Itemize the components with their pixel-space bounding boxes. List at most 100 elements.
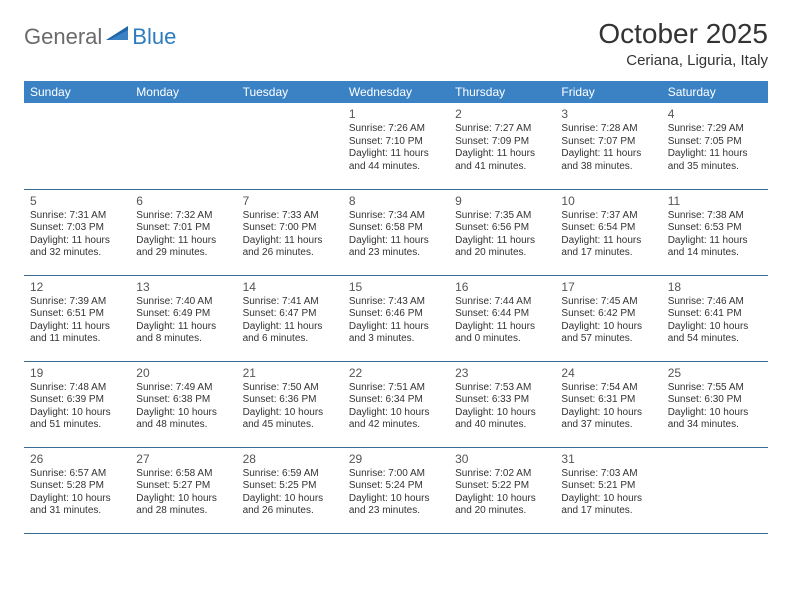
header: General Blue October 2025 Ceriana, Ligur… <box>24 18 768 69</box>
day-number: 17 <box>561 280 655 294</box>
day-cell: 10Sunrise: 7:37 AMSunset: 6:54 PMDayligh… <box>555 189 661 275</box>
day-cell <box>24 103 130 189</box>
day-cell: 27 Sunrise: 6:58 AMSunset: 5:27 PMDayligh… <box>130 447 236 533</box>
day-cell <box>130 103 236 189</box>
dayhead-mon: Monday <box>130 81 236 103</box>
day-details: Sunrise: 7:32 AMSunset: 7:01 PMDaylight:… <box>136 210 230 260</box>
day-details: Sunrise: 7:29 AMSunset: 7:05 PMDaylight:… <box>668 123 762 173</box>
dayhead-sat: Saturday <box>662 81 768 103</box>
day-details: Sunrise: 7:39 AMSunset: 6:51 PMDaylight:… <box>30 296 124 346</box>
day-number: 19 <box>30 366 124 380</box>
calendar-page: General Blue October 2025 Ceriana, Ligur… <box>0 0 792 552</box>
day-cell: 26Sunrise: 6:57 AMSunset: 5:28 PMDayligh… <box>24 447 130 533</box>
week-row: 19Sunrise: 7:48 AMSunset: 6:39 PMDayligh… <box>24 361 768 447</box>
day-number: 23 <box>455 366 549 380</box>
day-details: Sunrise: 7:33 AMSunset: 7:00 PMDaylight:… <box>243 210 337 260</box>
day-cell: 17 Sunrise: 7:45 AMSunset: 6:42 PMDayligh… <box>555 275 661 361</box>
week-row: 12Sunrise: 7:39 AMSunset: 6:51 PMDayligh… <box>24 275 768 361</box>
day-number: 22 <box>349 366 443 380</box>
day-details: Sunrise: 6:58 AMSunset: 5:27 PMDaylight:… <box>136 468 230 518</box>
day-number: 30 <box>455 452 549 466</box>
week-row: 26Sunrise: 6:57 AMSunset: 5:28 PMDayligh… <box>24 447 768 533</box>
day-cell: 25 Sunrise: 7:55 AMSunset: 6:30 PMDayligh… <box>662 361 768 447</box>
day-cell: 5Sunrise: 7:31 AMSunset: 7:03 PMDaylight… <box>24 189 130 275</box>
day-details: Sunrise: 7:02 AMSunset: 5:22 PMDaylight:… <box>455 468 549 518</box>
day-number: 24 <box>561 366 655 380</box>
day-number: 1 <box>349 107 443 121</box>
day-details: Sunrise: 7:37 AMSunset: 6:54 PMDaylight:… <box>561 210 655 260</box>
day-details: Sunrise: 7:26 AMSunset: 7:10 PMDaylight:… <box>349 123 443 173</box>
day-details: Sunrise: 7:03 AMSunset: 5:21 PMDaylight:… <box>561 468 655 518</box>
day-number: 29 <box>349 452 443 466</box>
day-cell: 15 Sunrise: 7:43 AMSunset: 6:46 PMDayligh… <box>343 275 449 361</box>
day-cell: 9Sunrise: 7:35 AMSunset: 6:56 PMDaylight… <box>449 189 555 275</box>
title-block: October 2025 Ceriana, Liguria, Italy <box>598 18 768 69</box>
day-details: Sunrise: 7:34 AMSunset: 6:58 PMDaylight:… <box>349 210 443 260</box>
day-cell: 14Sunrise: 7:41 AMSunset: 6:47 PMDayligh… <box>237 275 343 361</box>
dayhead-tue: Tuesday <box>237 81 343 103</box>
day-cell: 20Sunrise: 7:49 AMSunset: 6:38 PMDayligh… <box>130 361 236 447</box>
day-cell: 29 Sunrise: 7:00 AMSunset: 5:24 PMDayligh… <box>343 447 449 533</box>
day-details: Sunrise: 7:49 AMSunset: 6:38 PMDaylight:… <box>136 382 230 432</box>
day-number: 21 <box>243 366 337 380</box>
day-details: Sunrise: 7:00 AMSunset: 5:24 PMDaylight:… <box>349 468 443 518</box>
logo: General Blue <box>24 24 176 50</box>
day-cell: 8 Sunrise: 7:34 AMSunset: 6:58 PMDaylight… <box>343 189 449 275</box>
dayhead-sun: Sunday <box>24 81 130 103</box>
day-cell: 16Sunrise: 7:44 AMSunset: 6:44 PMDayligh… <box>449 275 555 361</box>
day-cell: 1 Sunrise: 7:26 AMSunset: 7:10 PMDaylight… <box>343 103 449 189</box>
day-number: 8 <box>349 194 443 208</box>
day-number: 18 <box>668 280 762 294</box>
day-number: 6 <box>136 194 230 208</box>
day-details: Sunrise: 7:55 AMSunset: 6:30 PMDaylight:… <box>668 382 762 432</box>
day-number: 3 <box>561 107 655 121</box>
day-number: 11 <box>668 194 762 208</box>
day-details: Sunrise: 7:43 AMSunset: 6:46 PMDaylight:… <box>349 296 443 346</box>
logo-text-blue: Blue <box>132 24 176 50</box>
day-cell: 30 Sunrise: 7:02 AMSunset: 5:22 PMDayligh… <box>449 447 555 533</box>
day-number: 27 <box>136 452 230 466</box>
day-number: 4 <box>668 107 762 121</box>
day-number: 31 <box>561 452 655 466</box>
day-details: Sunrise: 7:46 AMSunset: 6:41 PMDaylight:… <box>668 296 762 346</box>
dayhead-fri: Friday <box>555 81 661 103</box>
day-number: 2 <box>455 107 549 121</box>
day-details: Sunrise: 7:54 AMSunset: 6:31 PMDaylight:… <box>561 382 655 432</box>
day-cell: 11 Sunrise: 7:38 AMSunset: 6:53 PMDayligh… <box>662 189 768 275</box>
day-details: Sunrise: 7:28 AMSunset: 7:07 PMDaylight:… <box>561 123 655 173</box>
location: Ceriana, Liguria, Italy <box>598 52 768 69</box>
day-number: 15 <box>349 280 443 294</box>
logo-text-general: General <box>24 24 102 50</box>
day-cell: 13Sunrise: 7:40 AMSunset: 6:49 PMDayligh… <box>130 275 236 361</box>
day-number: 28 <box>243 452 337 466</box>
day-cell: 2Sunrise: 7:27 AMSunset: 7:09 PMDaylight… <box>449 103 555 189</box>
day-number: 25 <box>668 366 762 380</box>
day-cell: 31 Sunrise: 7:03 AMSunset: 5:21 PMDayligh… <box>555 447 661 533</box>
day-cell: 12Sunrise: 7:39 AMSunset: 6:51 PMDayligh… <box>24 275 130 361</box>
day-details: Sunrise: 7:45 AMSunset: 6:42 PMDaylight:… <box>561 296 655 346</box>
day-details: Sunrise: 6:59 AMSunset: 5:25 PMDaylight:… <box>243 468 337 518</box>
calendar-table: Sunday Monday Tuesday Wednesday Thursday… <box>24 81 768 534</box>
day-number: 5 <box>30 194 124 208</box>
month-title: October 2025 <box>598 18 768 50</box>
day-cell: 19Sunrise: 7:48 AMSunset: 6:39 PMDayligh… <box>24 361 130 447</box>
day-number: 14 <box>243 280 337 294</box>
day-details: Sunrise: 7:44 AMSunset: 6:44 PMDaylight:… <box>455 296 549 346</box>
day-details: Sunrise: 7:38 AMSunset: 6:53 PMDaylight:… <box>668 210 762 260</box>
day-details: Sunrise: 6:57 AMSunset: 5:28 PMDaylight:… <box>30 468 124 518</box>
dayhead-thu: Thursday <box>449 81 555 103</box>
day-cell <box>237 103 343 189</box>
dayhead-wed: Wednesday <box>343 81 449 103</box>
day-number: 7 <box>243 194 337 208</box>
day-cell: 22Sunrise: 7:51 AMSunset: 6:34 PMDayligh… <box>343 361 449 447</box>
day-cell: 24 Sunrise: 7:54 AMSunset: 6:31 PMDayligh… <box>555 361 661 447</box>
week-row: 5Sunrise: 7:31 AMSunset: 7:03 PMDaylight… <box>24 189 768 275</box>
day-cell: 6 Sunrise: 7:32 AMSunset: 7:01 PMDaylight… <box>130 189 236 275</box>
day-cell: 4 Sunrise: 7:29 AMSunset: 7:05 PMDaylight… <box>662 103 768 189</box>
week-row: 1 Sunrise: 7:26 AMSunset: 7:10 PMDaylight… <box>24 103 768 189</box>
day-details: Sunrise: 7:35 AMSunset: 6:56 PMDaylight:… <box>455 210 549 260</box>
day-cell: 7 Sunrise: 7:33 AMSunset: 7:00 PMDaylight… <box>237 189 343 275</box>
day-cell: 3 Sunrise: 7:28 AMSunset: 7:07 PMDaylight… <box>555 103 661 189</box>
day-cell: 18 Sunrise: 7:46 AMSunset: 6:41 PMDayligh… <box>662 275 768 361</box>
day-cell: 23Sunrise: 7:53 AMSunset: 6:33 PMDayligh… <box>449 361 555 447</box>
